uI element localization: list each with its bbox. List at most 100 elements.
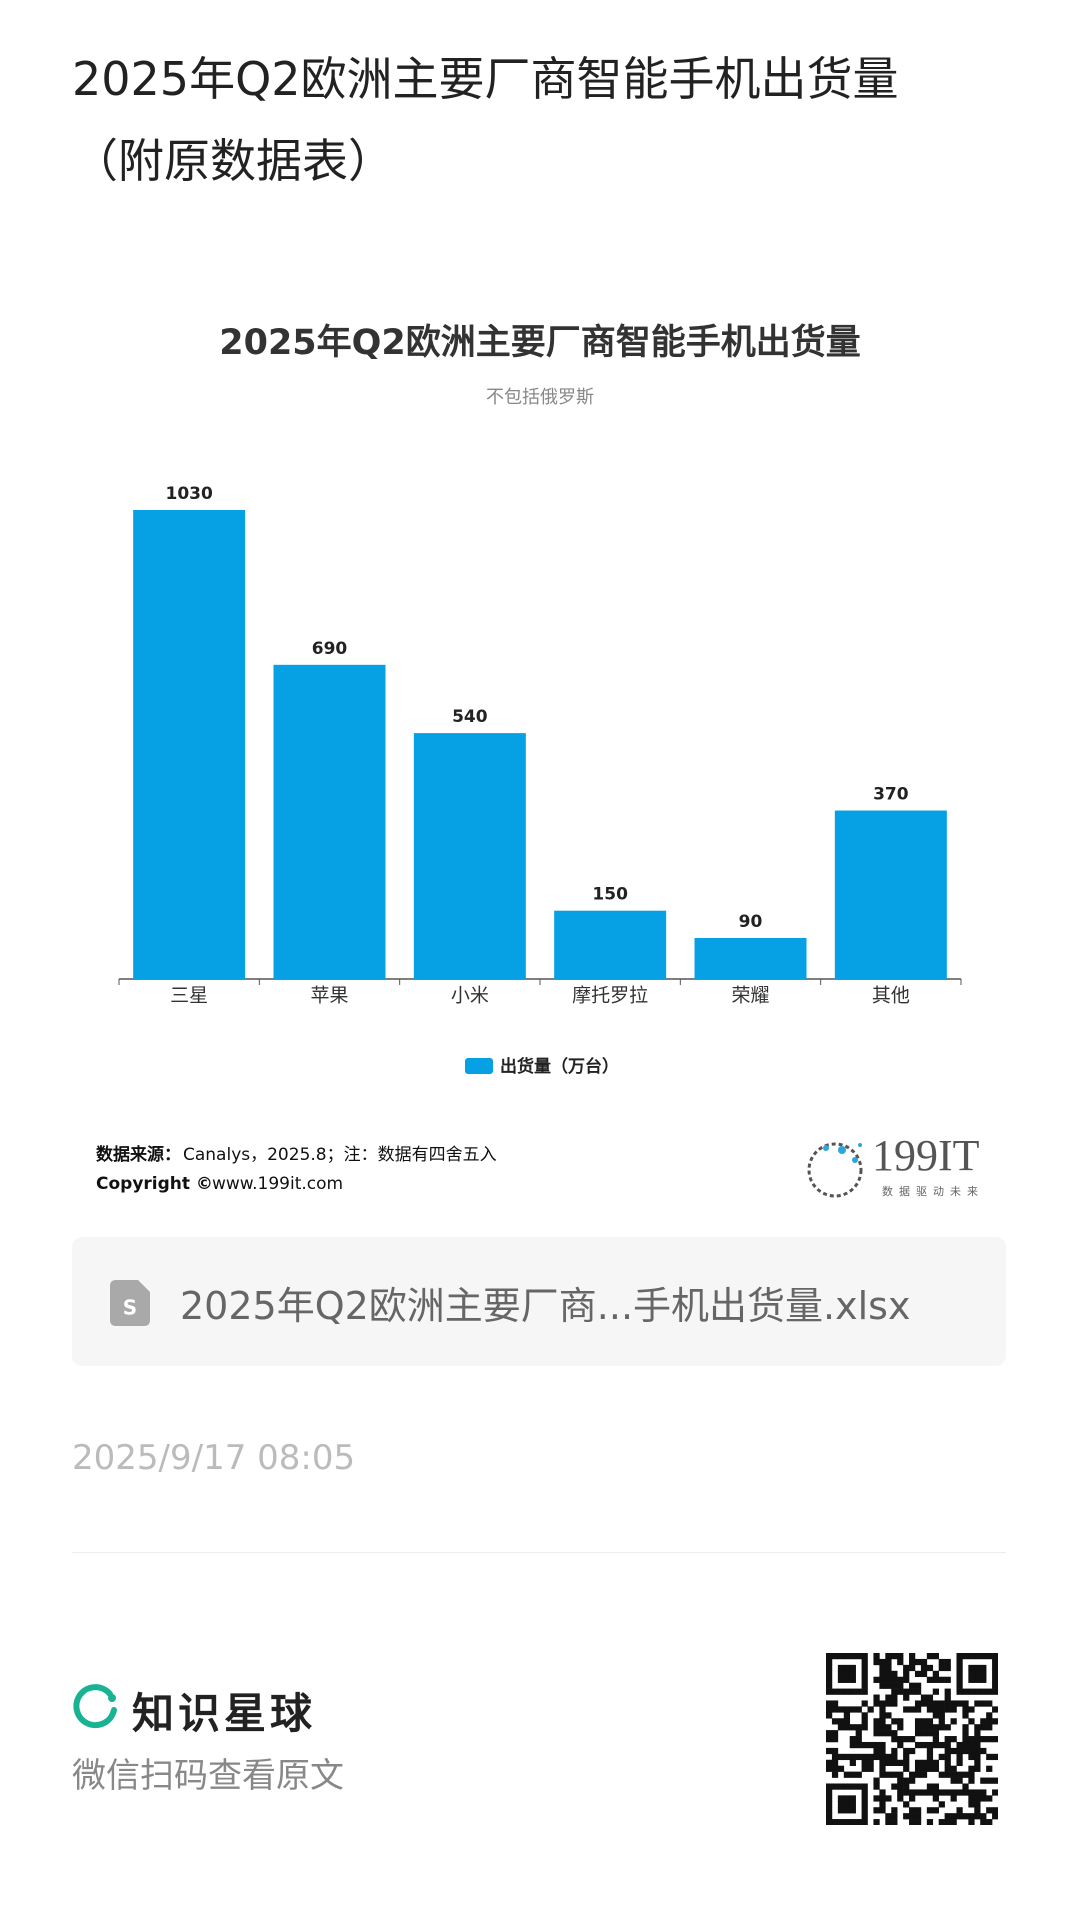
qr-cell: [932, 1712, 939, 1719]
qr-cell: [837, 1653, 845, 1660]
qr-cell: [986, 1736, 993, 1743]
qr-cell: [843, 1783, 851, 1790]
qr-cell: [885, 1664, 892, 1672]
qr-cell: [826, 1676, 833, 1683]
qr-cell: [837, 1801, 845, 1808]
qr-cell: [861, 1658, 868, 1666]
page-title: 2025年Q2欧洲主要厂商智能手机出货量（附原数据表）: [72, 52, 899, 188]
qr-cell: [920, 1789, 928, 1796]
qr-cell: [914, 1741, 922, 1749]
qr-cell: [932, 1653, 939, 1660]
qr-cell: [962, 1747, 969, 1755]
qr-cell: [974, 1813, 981, 1820]
qr-cell: [944, 1736, 951, 1743]
qr-cell: [879, 1789, 886, 1796]
qr-cell: [914, 1670, 922, 1678]
qr-cell: [873, 1718, 880, 1725]
qr-cell: [950, 1706, 957, 1713]
qr-cell: [855, 1730, 862, 1737]
qr-cell: [926, 1664, 934, 1672]
qr-cell: [885, 1694, 892, 1701]
bar: [133, 510, 246, 979]
qr-cell: [826, 1819, 833, 1825]
qr-cell: [986, 1795, 993, 1802]
qr-cell: [873, 1724, 880, 1731]
qr-cell: [855, 1741, 862, 1749]
qr-cell: [968, 1801, 975, 1808]
qr-cell: [879, 1771, 886, 1778]
qr-cell: [861, 1741, 868, 1749]
qr-cell: [938, 1724, 945, 1731]
qr-cell: [986, 1819, 993, 1825]
qr-cell: [956, 1682, 963, 1689]
qr-cell: [903, 1765, 910, 1772]
qr-cell: [956, 1658, 963, 1666]
qr-code[interactable]: [826, 1653, 998, 1825]
qr-cell: [873, 1694, 880, 1701]
qr-cell: [914, 1718, 922, 1725]
qr-cell: [837, 1688, 845, 1695]
qr-cell: [849, 1795, 856, 1802]
qr-cell: [914, 1759, 922, 1766]
qr-cell: [897, 1777, 904, 1784]
qr-cell: [920, 1664, 928, 1672]
qr-cell: [903, 1670, 910, 1678]
qr-cell: [849, 1741, 856, 1749]
qr-cell: [938, 1700, 945, 1707]
qr-cell: [974, 1653, 981, 1660]
qr-cell: [849, 1688, 856, 1695]
qr-cell: [932, 1700, 939, 1707]
qr-cell: [879, 1759, 886, 1766]
qr-cell: [974, 1724, 981, 1731]
source: Canalys，2025.8；注：数据有四舍五入: [183, 1145, 497, 1165]
qr-cell: [938, 1801, 945, 1808]
data-label: 690: [312, 639, 348, 659]
qr-cell: [879, 1747, 886, 1755]
qr-cell: [914, 1706, 922, 1713]
qr-cell: [914, 1789, 922, 1796]
qr-cell: [968, 1819, 975, 1825]
qr-cell: [879, 1664, 886, 1672]
qr-cell: [932, 1807, 939, 1814]
bar: [413, 733, 526, 979]
qr-cell: [909, 1688, 916, 1695]
qr-cell: [891, 1688, 898, 1695]
qr-cell: [843, 1753, 851, 1761]
qr-cell: [938, 1676, 945, 1683]
qr-cell: [903, 1688, 910, 1695]
qr-cell: [891, 1807, 898, 1814]
qr-cell: [891, 1676, 898, 1683]
qr-cell: [826, 1813, 833, 1820]
qr-cell: [968, 1813, 975, 1820]
attachment-card[interactable]: S 2025年Q2欧洲主要厂商...手机出货量.xlsx: [72, 1237, 1006, 1366]
qr-cell: [891, 1653, 898, 1660]
qr-cell: [968, 1789, 975, 1796]
qr-cell: [968, 1795, 975, 1802]
qr-cell: [867, 1759, 874, 1766]
qr-cell: [855, 1706, 862, 1713]
qr-cell: [980, 1777, 987, 1784]
qr-cell: [885, 1653, 892, 1660]
qr-cell: [891, 1718, 898, 1725]
brand-icon: [73, 1684, 117, 1729]
qr-cell: [861, 1753, 868, 1761]
qr-cell: [992, 1670, 998, 1678]
qr-cell: [897, 1789, 904, 1796]
qr-cell: [891, 1753, 898, 1761]
qr-cell: [932, 1724, 939, 1731]
qr-cell: [897, 1676, 904, 1683]
qr-cell: [826, 1795, 833, 1802]
qr-cell: [897, 1783, 904, 1790]
qr-cell: [861, 1765, 868, 1772]
qr-cell: [843, 1664, 851, 1672]
qr-cell: [974, 1747, 981, 1755]
qr-cell: [914, 1658, 922, 1666]
qr-cell: [968, 1771, 975, 1778]
bar: [273, 664, 386, 979]
qr-cell: [950, 1771, 957, 1778]
qr-cell: [986, 1753, 993, 1761]
qr-cell: [980, 1813, 987, 1820]
qr-cell: [831, 1771, 839, 1778]
qr-cell: [962, 1706, 969, 1713]
